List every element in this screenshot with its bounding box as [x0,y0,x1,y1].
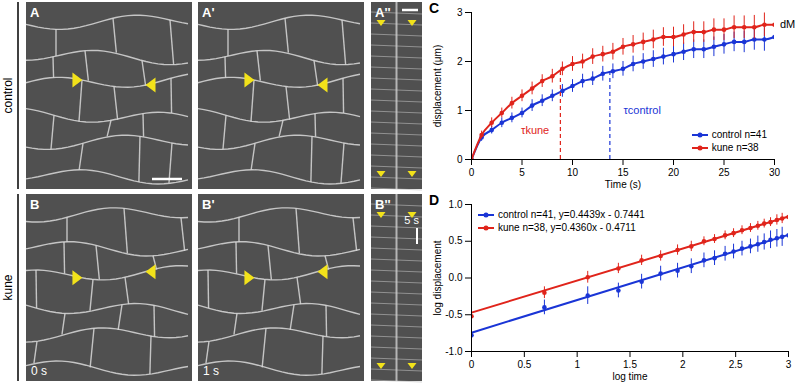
svg-text:15: 15 [617,167,629,178]
svg-text:B: B [30,197,39,212]
svg-text:A: A [30,5,40,20]
svg-text:0.5: 0.5 [517,359,531,370]
svg-text:B': B' [202,197,214,212]
svg-text:5 s: 5 s [404,214,419,226]
svg-text:2: 2 [457,56,463,67]
svg-text:1: 1 [457,105,463,116]
svg-text:30: 30 [769,167,781,178]
svg-text:log displacement: log displacement [432,240,443,315]
html-text:kune n=38: kune n=38 [711,142,759,153]
svg-text:1 s: 1 s [203,364,219,378]
svg-text:25: 25 [718,167,730,178]
svg-text:τkune: τkune [521,124,549,136]
svg-text:2: 2 [680,359,686,370]
svg-text:-1.0: -1.0 [445,346,463,357]
html-text:kune n=38, y=0.4360x - 0.4711: kune n=38, y=0.4360x - 0.4711 [498,222,636,233]
svg-text:0: 0 [469,167,475,178]
svg-text:1: 1 [574,359,580,370]
svg-text:0 s: 0 s [31,364,47,378]
svg-text:Time (s): Time (s) [605,179,641,190]
svg-text:10: 10 [567,167,579,178]
svg-text:1.5: 1.5 [623,359,637,370]
svg-text:dM: dM [780,18,795,30]
svg-text:2.5: 2.5 [729,359,743,370]
svg-text:0: 0 [469,359,475,370]
html-text:C: C [429,0,440,16]
svg-text:0.5: 0.5 [449,235,463,246]
svg-text:log time: log time [612,371,647,382]
svg-text:displacement (μm): displacement (μm) [432,45,443,127]
svg-text:A'': A'' [375,5,391,20]
svg-text:3: 3 [786,359,792,370]
html-text:control n=41: control n=41 [711,129,767,140]
svg-text:3: 3 [457,7,463,18]
svg-text:20: 20 [668,167,680,178]
html-text:control n=41, y=0.4439x - 0.74: control n=41, y=0.4439x - 0.7441 [498,209,645,220]
svg-text:τcontrol: τcontrol [624,104,661,116]
html-text:D: D [429,192,440,208]
svg-text:A': A' [202,5,214,20]
svg-text:1.0: 1.0 [449,199,463,210]
svg-text:5: 5 [519,167,525,178]
svg-text:-0.5: -0.5 [445,309,463,320]
svg-text:kune: kune [1,274,15,300]
svg-text:0.0: 0.0 [449,272,463,283]
svg-text:control: control [1,77,15,113]
svg-text:0: 0 [457,154,463,165]
svg-text:B'': B'' [375,197,391,212]
